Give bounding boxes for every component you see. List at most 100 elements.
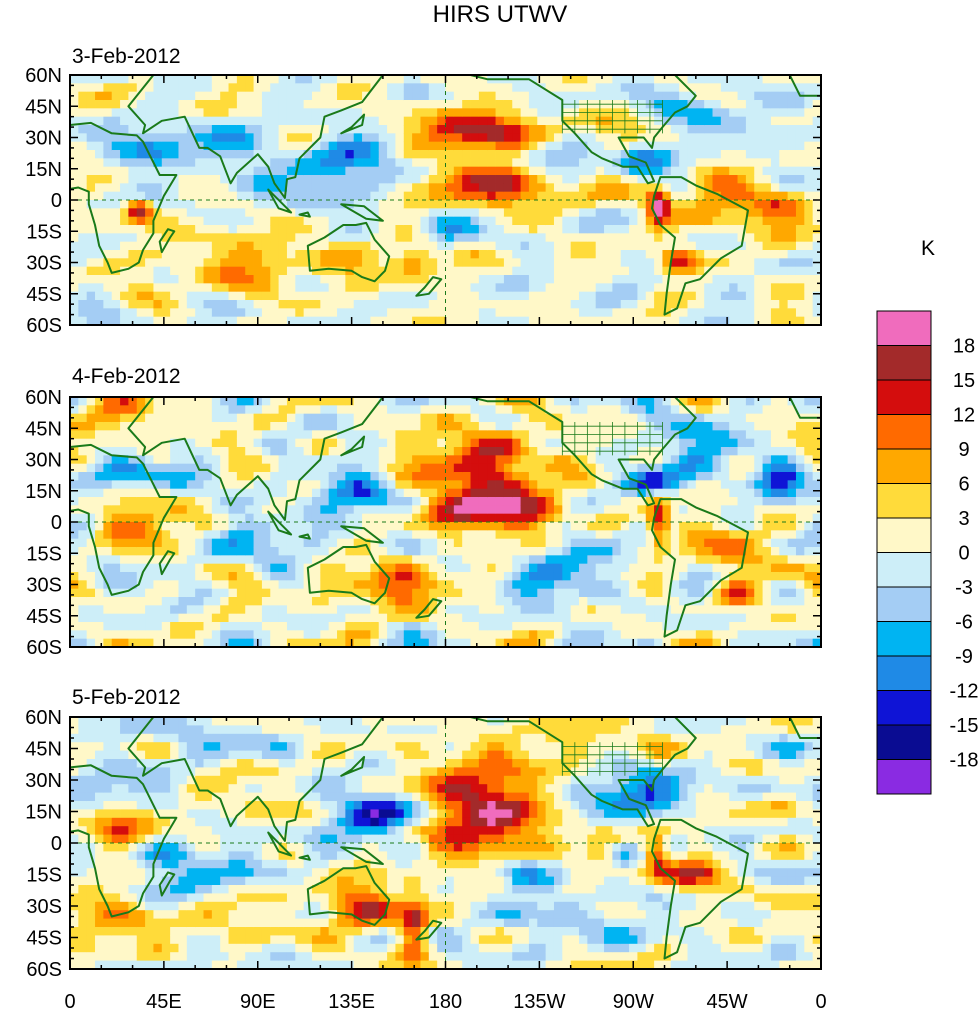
field-cell [679,216,688,226]
field-cell [178,308,188,318]
field-cell [337,447,346,456]
field-cell [512,116,521,126]
field-cell [111,480,121,490]
field-cell [387,572,396,581]
field-cell [203,497,213,506]
field-cell [362,513,371,523]
field-cell [362,405,371,415]
field-cell [211,275,221,284]
field-cell [86,613,96,623]
field-cell [120,580,129,590]
field-cell [395,91,405,101]
field-cell [311,225,321,234]
field-cell [228,225,238,234]
field-cell [86,397,96,406]
field-cell [261,83,271,93]
field-cell [654,555,663,565]
field-cell [795,133,805,143]
field-cell [562,225,572,234]
field-cell [195,463,204,473]
field-cell [537,563,547,573]
field-cell [261,480,271,490]
field-cell [236,572,246,581]
field-cell [253,216,263,226]
field-cell [537,241,547,251]
field-cell [629,258,638,268]
field-cell [545,275,555,284]
field-cell [645,397,655,406]
field-cell [170,613,179,623]
field-cell [278,166,288,176]
field-cell [637,597,647,606]
field-cell [420,513,430,523]
field-cell [311,241,321,251]
field-cell [153,572,163,581]
field-cell [470,580,480,590]
field-cell [612,405,622,415]
field-cell [370,430,380,440]
field-cell [370,422,380,431]
field-cell [261,283,271,293]
field-cell [570,472,580,481]
field-cell [253,91,263,101]
field-cell [754,150,763,159]
field-cell [528,183,538,193]
field-cell [345,316,355,325]
field-cell [186,175,196,184]
field-cell [203,455,213,465]
field-cell [420,250,430,259]
field-cell [437,266,446,276]
field-cell [629,522,638,531]
field-cell [570,572,580,581]
field-cell [353,183,363,193]
field-cell [537,208,547,218]
field-cell [328,116,338,126]
field-cell [170,622,179,631]
field-cell [503,422,513,431]
field-cell [595,597,605,606]
field-cell [604,183,613,193]
field-cell [495,100,505,109]
field-cell [211,438,221,448]
field-cell [145,630,154,640]
field-cell [604,133,613,143]
field-cell [645,472,655,481]
field-cell [612,275,622,284]
field-cell [261,316,271,325]
field-cell [629,538,638,548]
field-cell [70,513,79,523]
field-cell [95,413,104,423]
field-cell [328,91,338,101]
field-cell [754,133,763,143]
field-cell [453,141,463,151]
field-cell [470,191,480,201]
field-cell [520,91,530,101]
field-cell [729,158,738,168]
field-cell [537,638,547,647]
field-cell [103,100,113,109]
field-cell [762,83,772,93]
field-cell [295,538,305,548]
field-cell [295,275,305,284]
field-cell [662,572,672,581]
field-cell [570,605,580,615]
field-cell [495,266,505,276]
field-cell [487,275,496,284]
field-cell [528,588,538,598]
field-cell [278,638,288,647]
field-cell [261,250,271,259]
field-cell [478,208,488,218]
field-cell [345,472,355,481]
field-cell [178,258,188,268]
field-cell [320,605,330,615]
field-cell [78,83,88,93]
field-cell [253,225,263,234]
field-cell [512,613,521,623]
field-cell [704,150,713,159]
field-cell [428,225,438,234]
field-cell [695,208,705,218]
field-cell [620,630,630,640]
field-cell [487,563,496,573]
field-cell [353,497,363,506]
field-cell [812,275,821,284]
